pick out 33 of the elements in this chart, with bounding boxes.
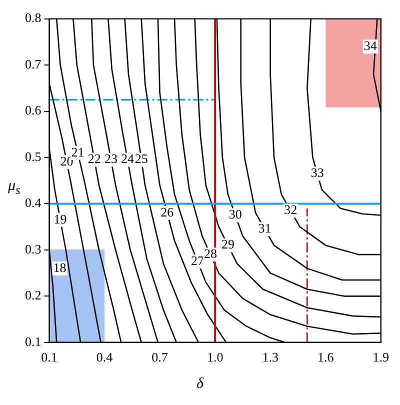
series-label: 21 [71, 144, 84, 160]
y-tick-label: 0.3 [25, 241, 42, 256]
series-label: 19 [54, 211, 67, 226]
x-tick-label: 1.3 [262, 350, 278, 365]
y-tick-label: 0.6 [25, 102, 42, 118]
series-label: 22 [88, 151, 101, 166]
series-label: 28 [204, 246, 217, 261]
x-tick-label: 1.6 [317, 350, 334, 365]
series-label: 34 [364, 38, 378, 53]
x-tick-label: 1.0 [206, 350, 224, 365]
series-label: 32 [284, 202, 298, 218]
x-tick-label: 0.4 [96, 350, 114, 365]
x-tick-label: 1.9 [372, 350, 389, 365]
y-axis-title: μ$_{s}$ [8, 178, 20, 198]
series-label: 31 [258, 220, 272, 236]
series-label: 18 [53, 260, 66, 275]
y-tick-label: 0.1 [25, 334, 42, 349]
y-tick-label: 0.5 [25, 148, 42, 164]
series-label: 25 [134, 151, 148, 166]
x-tick-label: 0.1 [41, 350, 58, 365]
series-label: 26 [160, 204, 174, 220]
series-label: 23 [104, 151, 118, 166]
series-label: 33 [310, 165, 324, 180]
series-label: 24 [121, 151, 135, 166]
series-label: 27 [191, 252, 205, 268]
series-label: 29 [221, 236, 234, 252]
y-tick-label: 0.2 [25, 288, 42, 303]
y-tick-label: 0.7 [25, 56, 42, 72]
x-tick-label: 0.7 [152, 350, 168, 365]
x-axis-title: δ [196, 376, 205, 393]
series-label: 30 [228, 206, 242, 222]
y-tick-label: 0.8 [25, 10, 42, 26]
y-tick-label: 0.4 [25, 195, 42, 210]
